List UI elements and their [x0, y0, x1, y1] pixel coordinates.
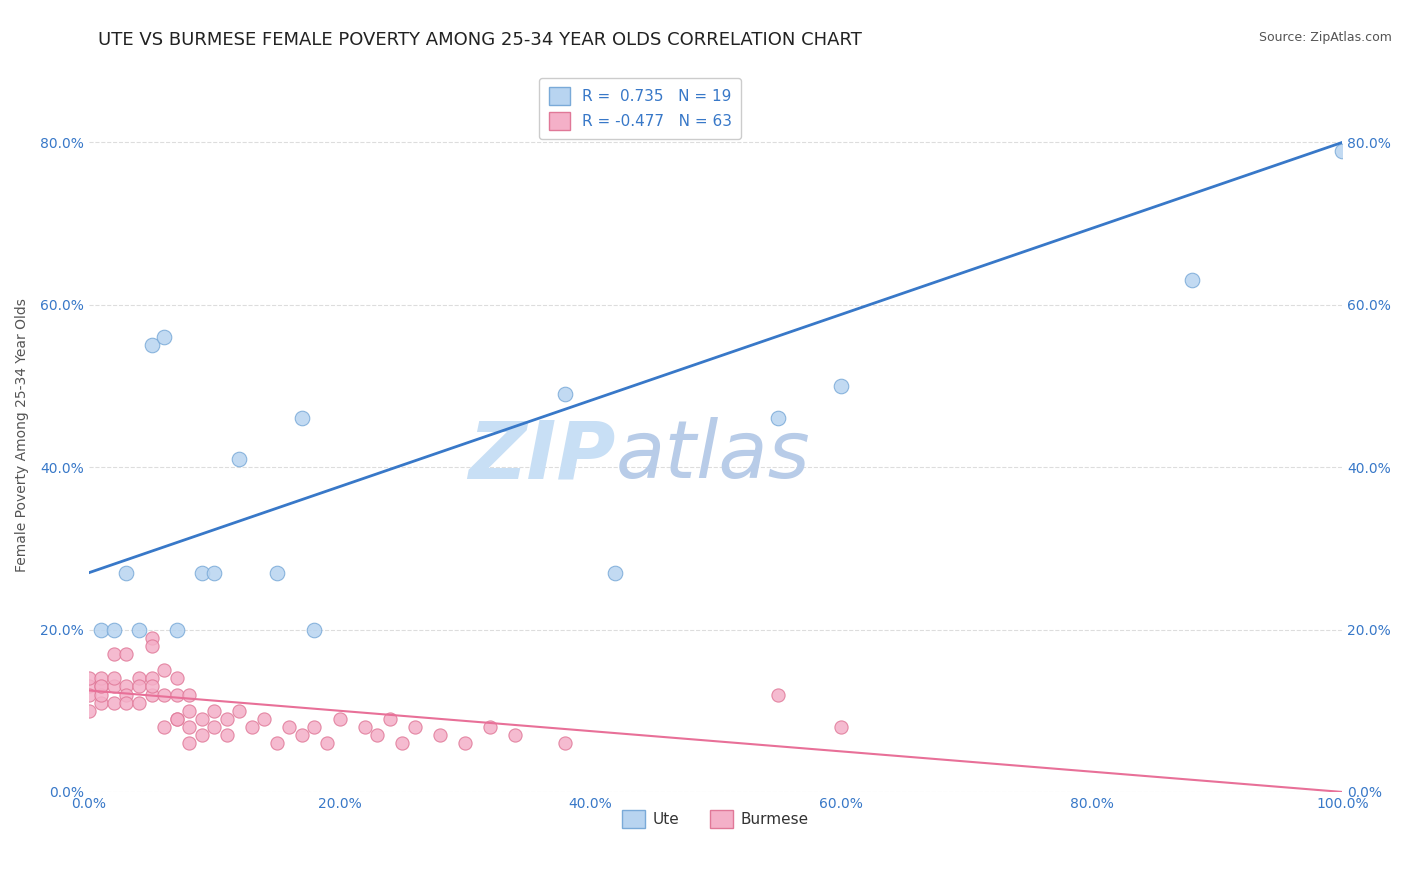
Point	[429, 728, 451, 742]
Point	[103, 671, 125, 685]
Point	[153, 663, 176, 677]
Point	[316, 736, 339, 750]
Point	[141, 680, 163, 694]
Point	[202, 566, 225, 580]
Point	[202, 704, 225, 718]
Y-axis label: Female Poverty Among 25-34 Year Olds: Female Poverty Among 25-34 Year Olds	[15, 298, 30, 572]
Point	[141, 639, 163, 653]
Point	[179, 720, 201, 734]
Point	[1181, 273, 1204, 287]
Point	[153, 330, 176, 344]
Point	[141, 338, 163, 352]
Point	[404, 720, 426, 734]
Point	[77, 704, 100, 718]
Point	[103, 680, 125, 694]
Point	[830, 379, 852, 393]
Point	[554, 387, 576, 401]
Point	[115, 647, 138, 661]
Point	[166, 712, 188, 726]
Point	[179, 736, 201, 750]
Point	[128, 623, 150, 637]
Point	[128, 680, 150, 694]
Point	[266, 566, 288, 580]
Point	[240, 720, 263, 734]
Point	[278, 720, 301, 734]
Legend: Ute, Burmese: Ute, Burmese	[616, 804, 815, 834]
Text: ZIP: ZIP	[468, 417, 616, 495]
Point	[378, 712, 401, 726]
Point	[215, 712, 238, 726]
Point	[77, 671, 100, 685]
Point	[503, 728, 526, 742]
Point	[215, 728, 238, 742]
Point	[291, 728, 314, 742]
Text: UTE VS BURMESE FEMALE POVERTY AMONG 25-34 YEAR OLDS CORRELATION CHART: UTE VS BURMESE FEMALE POVERTY AMONG 25-3…	[98, 31, 862, 49]
Point	[77, 688, 100, 702]
Point	[291, 411, 314, 425]
Point	[103, 623, 125, 637]
Point	[328, 712, 350, 726]
Point	[166, 712, 188, 726]
Point	[103, 647, 125, 661]
Point	[190, 566, 212, 580]
Point	[366, 728, 388, 742]
Point	[115, 566, 138, 580]
Text: atlas: atlas	[616, 417, 810, 495]
Point	[253, 712, 276, 726]
Point	[1331, 144, 1354, 158]
Point	[90, 671, 112, 685]
Point	[128, 671, 150, 685]
Point	[202, 720, 225, 734]
Point	[768, 688, 790, 702]
Point	[77, 680, 100, 694]
Point	[228, 704, 250, 718]
Point	[90, 688, 112, 702]
Point	[353, 720, 375, 734]
Point	[90, 696, 112, 710]
Point	[190, 712, 212, 726]
Point	[115, 696, 138, 710]
Point	[179, 704, 201, 718]
Point	[103, 696, 125, 710]
Point	[90, 680, 112, 694]
Point	[830, 720, 852, 734]
Point	[304, 623, 326, 637]
Point	[90, 680, 112, 694]
Point	[166, 623, 188, 637]
Point	[153, 720, 176, 734]
Point	[190, 728, 212, 742]
Point	[554, 736, 576, 750]
Point	[141, 671, 163, 685]
Point	[391, 736, 413, 750]
Point	[166, 671, 188, 685]
Point	[141, 688, 163, 702]
Point	[478, 720, 501, 734]
Text: Source: ZipAtlas.com: Source: ZipAtlas.com	[1258, 31, 1392, 45]
Point	[228, 452, 250, 467]
Point	[304, 720, 326, 734]
Point	[90, 623, 112, 637]
Point	[115, 680, 138, 694]
Point	[166, 688, 188, 702]
Point	[115, 688, 138, 702]
Point	[179, 688, 201, 702]
Point	[768, 411, 790, 425]
Point	[605, 566, 627, 580]
Point	[141, 631, 163, 645]
Point	[266, 736, 288, 750]
Point	[153, 688, 176, 702]
Point	[454, 736, 477, 750]
Point	[128, 696, 150, 710]
